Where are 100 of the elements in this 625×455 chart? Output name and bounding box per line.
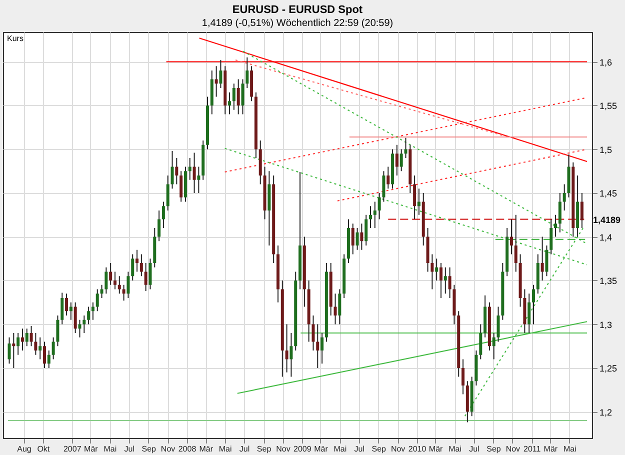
candlestick [109,262,112,286]
candlestick [122,284,126,302]
candlestick [16,332,20,356]
x-tick-label: Aug [17,444,32,454]
y-tick-label: 1,5 [600,144,612,155]
candlestick [439,262,442,298]
candlestick [554,214,558,238]
candlestick [104,266,108,294]
candlestick [78,319,82,338]
candlestick [52,336,55,360]
candlestick [166,175,170,211]
candlestick [378,192,381,220]
candlestick [43,341,46,368]
candlestick [448,266,452,298]
candlestick [510,218,513,255]
x-tick-label: Mär [314,444,328,454]
chart-subtitle: 1,4189 (-0,51%) Wöchentlich 22:59 (20:59) [202,18,394,29]
candlestick [91,302,94,320]
x-tick-label: Nov [276,444,290,454]
x-tick-label: Jul [354,444,365,454]
x-tick-label: Sep [256,444,272,454]
candlestick [479,324,482,360]
candlestick [20,328,24,351]
candlestick [316,324,320,368]
x-tick-label: Jul [469,444,480,454]
candlestick [175,158,178,185]
candlestick [492,332,496,360]
candlestick [400,148,403,172]
chart-title: EURUSD - EURUSD Spot [232,4,363,16]
candlestick [65,293,68,316]
candlestick [373,201,376,228]
y-tick-label: 1,55 [600,101,618,111]
candlestick [96,288,99,312]
x-tick-label: 2007 [63,444,82,454]
candlestick [382,170,386,202]
candlestick [334,293,337,325]
candlestick [38,336,42,360]
candlestick [126,271,130,298]
x-tick-label: 2010 [408,444,427,454]
candlestick [148,258,152,290]
candlestick [404,137,408,158]
candlestick [100,284,104,298]
candlestick [82,315,86,334]
y-tick-label: 1,6 [600,57,612,68]
candlestick [34,332,38,356]
candlestick [545,245,548,277]
candlestick [236,78,240,115]
candlestick [192,152,196,194]
candlestick [246,56,249,88]
candlestick [514,214,518,272]
x-tick-label: Mai [334,444,347,454]
candlestick [60,292,64,325]
candlestick [558,192,562,233]
candlestick [170,150,174,190]
x-tick-label: Sep [142,444,157,454]
candlestick [369,206,372,228]
candlestick [158,210,161,242]
x-tick-label: Okt [37,444,50,454]
candlestick [435,258,438,281]
candlestick [12,332,16,368]
candlestick [232,83,236,110]
x-tick-label: Jul [124,444,135,454]
candlestick [47,350,50,368]
candlestick [528,293,531,334]
x-tick-label: Sep [486,444,502,454]
x-tick-label: Nov [160,444,176,454]
y-tick-label: 1,35 [600,276,618,286]
y-tick-label: 1,2 [600,407,612,418]
candlestick [395,144,398,176]
candlestick [241,78,244,115]
candlestick [219,60,222,88]
candlestick [74,302,77,334]
candlestick [356,228,359,250]
x-tick-label: Mär [199,444,214,454]
candlestick [360,223,364,250]
candlestick [69,302,72,320]
x-tick-label: Mai [448,444,462,454]
candlestick [162,201,165,228]
candlestick [417,188,420,216]
x-tick-label: 2011 [524,444,542,454]
x-tick-label: Mai [218,444,232,454]
candlestick [320,332,324,364]
candlestick [364,214,368,246]
candlestick [413,175,416,220]
x-tick-label: Nov [506,444,520,454]
candlestick [228,92,232,115]
candlestick [188,158,192,180]
x-tick-label: Sep [372,444,387,454]
candlestick [136,249,139,272]
x-tick-label: 2008 [178,444,197,454]
candlestick [444,266,447,294]
x-tick-label: 2009 [294,444,312,454]
candlestick [214,66,218,98]
candlestick [462,358,465,395]
candlestick [386,166,390,190]
y-tick-label: 1,4 [600,232,612,242]
candlestick [351,223,354,255]
x-tick-label: Mär [428,444,444,454]
candlestick [30,326,33,347]
candlestick [496,306,500,342]
